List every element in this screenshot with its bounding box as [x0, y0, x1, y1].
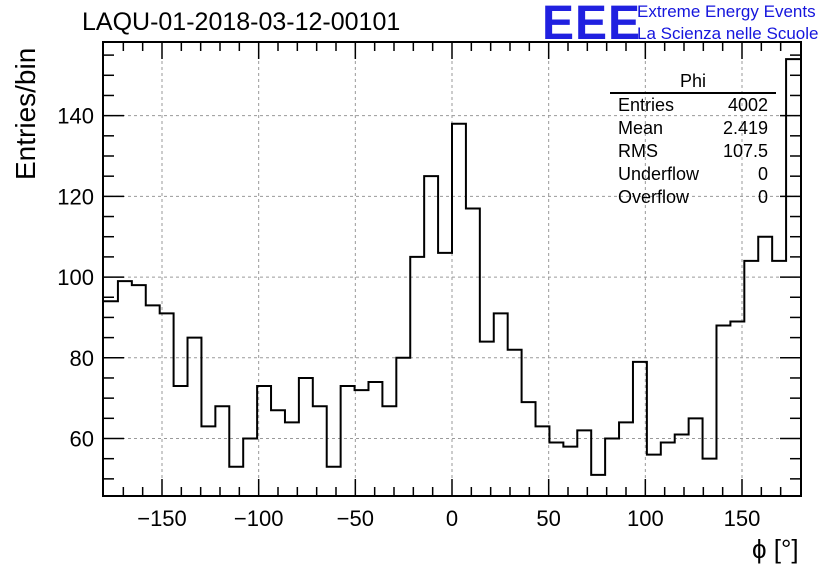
y-tick-label: 80: [70, 346, 94, 371]
x-tick-label: −50: [337, 506, 374, 531]
histogram-series: [104, 58, 800, 476]
stats-value: 4002: [727, 95, 768, 115]
stats-label: Entries: [618, 95, 675, 115]
stats-label: Underflow: [618, 164, 700, 184]
branding-line-1: Extreme Energy Events: [637, 2, 816, 21]
stats-row: RMS 107.5: [610, 140, 776, 163]
stats-label: Overflow: [618, 187, 690, 207]
y-tick-label: 140: [57, 104, 94, 129]
y-axis-label: Entries/bin: [10, 47, 41, 180]
axis-ticks: [104, 43, 800, 495]
stats-label: Mean: [618, 118, 664, 138]
stats-row: Underflow 0: [610, 163, 776, 186]
x-tick-label: 50: [536, 506, 560, 531]
eee-logo: EEE: [542, 0, 642, 50]
branding-line-2: La Scienza nelle Scuole: [637, 24, 819, 43]
stats-title: Phi: [610, 70, 776, 94]
stats-value: 0: [757, 164, 768, 184]
stats-row: Overflow 0: [610, 186, 776, 209]
stats-value: 0: [757, 187, 768, 207]
plot-frame: [102, 41, 802, 497]
x-tick-label: −100: [234, 506, 284, 531]
plot-title: LAQU-01-2018-03-12-00101: [82, 8, 401, 36]
y-tick-label: 60: [70, 427, 94, 452]
y-tick-label: 120: [57, 184, 94, 209]
tick-labels: −150 −100 −50 0 50 100 150 60 80 100 120 140: [57, 104, 760, 531]
y-tick-label: 100: [57, 265, 94, 290]
stats-box: Phi Entries 4002 Mean 2.419 RMS 107.5 Un…: [610, 70, 776, 209]
x-tick-label: −150: [137, 506, 187, 531]
stats-value: 107.5: [722, 141, 768, 161]
x-tick-label: 150: [724, 506, 761, 531]
stats-row: Mean 2.419: [610, 117, 776, 140]
stats-value: 2.419: [722, 118, 768, 138]
stats-row: Entries 4002: [610, 94, 776, 117]
x-tick-label: 100: [627, 506, 664, 531]
x-tick-label: 0: [446, 506, 458, 531]
stats-label: RMS: [618, 141, 658, 161]
x-axis-label: ϕ [°]: [752, 534, 799, 564]
